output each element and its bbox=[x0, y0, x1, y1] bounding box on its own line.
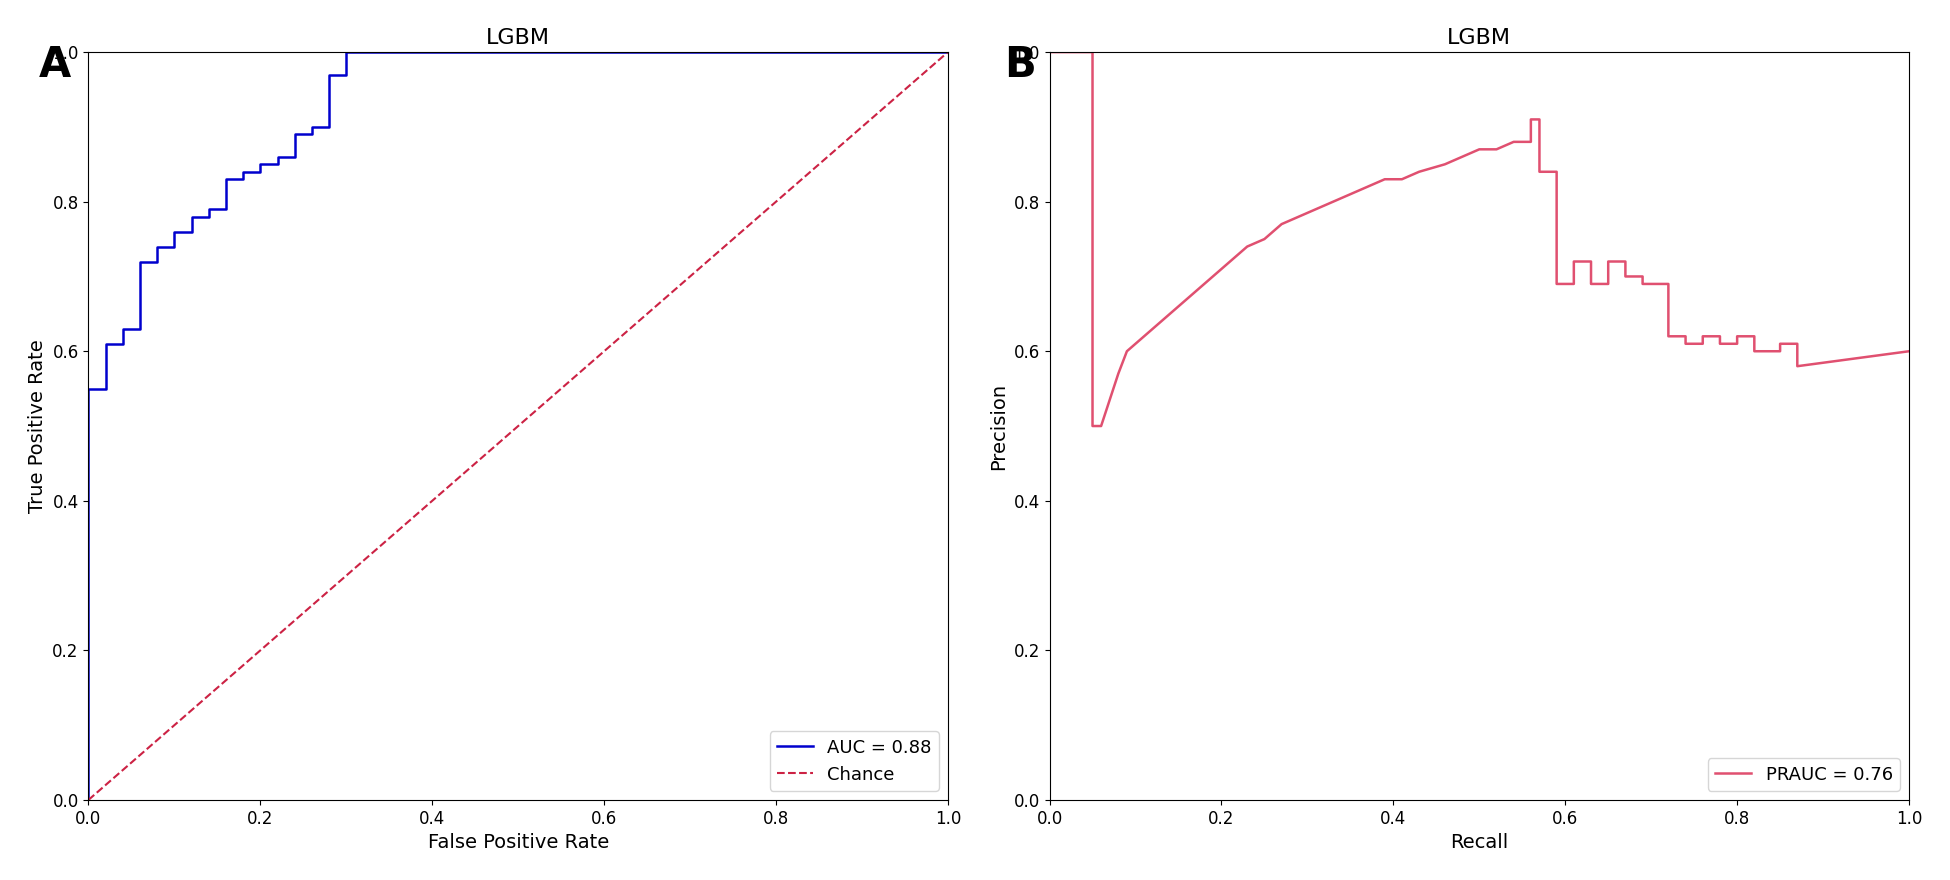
Y-axis label: Precision: Precision bbox=[989, 383, 1008, 470]
PRAUC = 0.76 bbox=[1305, 204, 1328, 215]
AUC = 0.88 bbox=[335, 70, 359, 80]
Legend: PRAUC = 0.76: PRAUC = 0.76 bbox=[1708, 759, 1899, 791]
Title: LGBM: LGBM bbox=[1447, 28, 1511, 48]
AUC = 0.88 bbox=[162, 241, 185, 252]
AUC = 0.88 bbox=[146, 241, 170, 252]
AUC = 0.88 bbox=[162, 226, 185, 237]
AUC = 0.88 bbox=[94, 339, 117, 349]
AUC = 0.88 bbox=[129, 256, 152, 267]
AUC = 0.88 bbox=[146, 256, 170, 267]
PRAUC = 0.76 bbox=[1630, 271, 1654, 282]
AUC = 0.88 bbox=[265, 151, 289, 162]
Y-axis label: True Positive Rate: True Positive Rate bbox=[27, 339, 47, 513]
AUC = 0.88 bbox=[300, 121, 324, 132]
AUC = 0.88 bbox=[335, 47, 359, 57]
X-axis label: False Positive Rate: False Positive Rate bbox=[427, 833, 608, 852]
PRAUC = 0.76 bbox=[1338, 189, 1361, 200]
AUC = 0.88 bbox=[76, 384, 99, 394]
AUC = 0.88 bbox=[111, 324, 135, 334]
Text: A: A bbox=[39, 44, 72, 86]
Legend: AUC = 0.88, Chance: AUC = 0.88, Chance bbox=[770, 731, 938, 791]
AUC = 0.88 bbox=[318, 70, 341, 80]
AUC = 0.88 bbox=[283, 129, 306, 140]
AUC = 0.88 bbox=[232, 174, 255, 185]
AUC = 0.88 bbox=[214, 174, 238, 185]
AUC = 0.88 bbox=[94, 384, 117, 394]
AUC = 0.88 bbox=[232, 166, 255, 177]
AUC = 0.88 bbox=[129, 324, 152, 334]
AUC = 0.88 bbox=[197, 211, 220, 222]
AUC = 0.88 bbox=[76, 795, 99, 805]
AUC = 0.88 bbox=[386, 47, 410, 57]
AUC = 0.88 bbox=[265, 159, 289, 170]
PRAUC = 0.76 bbox=[1786, 361, 1810, 371]
X-axis label: Recall: Recall bbox=[1451, 833, 1509, 852]
AUC = 0.88 bbox=[179, 211, 203, 222]
PRAUC = 0.76 bbox=[1519, 136, 1542, 147]
AUC = 0.88 bbox=[214, 204, 238, 215]
AUC = 0.88 bbox=[283, 151, 306, 162]
AUC = 0.88 bbox=[300, 129, 324, 140]
AUC = 0.88 bbox=[250, 159, 273, 170]
AUC = 0.88 bbox=[386, 47, 410, 57]
AUC = 0.88 bbox=[179, 226, 203, 237]
PRAUC = 0.76 bbox=[1080, 421, 1104, 431]
PRAUC = 0.76 bbox=[1527, 114, 1550, 125]
AUC = 0.88 bbox=[76, 758, 99, 768]
AUC = 0.88 bbox=[111, 339, 135, 349]
Line: PRAUC = 0.76: PRAUC = 0.76 bbox=[1049, 52, 1909, 426]
Title: LGBM: LGBM bbox=[486, 28, 550, 48]
AUC = 0.88 bbox=[197, 204, 220, 215]
AUC = 0.88 bbox=[250, 166, 273, 177]
PRAUC = 0.76 bbox=[1037, 47, 1061, 57]
Text: B: B bbox=[1004, 44, 1035, 86]
AUC = 0.88 bbox=[936, 47, 959, 57]
AUC = 0.88 bbox=[318, 121, 341, 132]
PRAUC = 0.76 bbox=[1897, 346, 1921, 356]
Line: AUC = 0.88: AUC = 0.88 bbox=[88, 52, 948, 800]
